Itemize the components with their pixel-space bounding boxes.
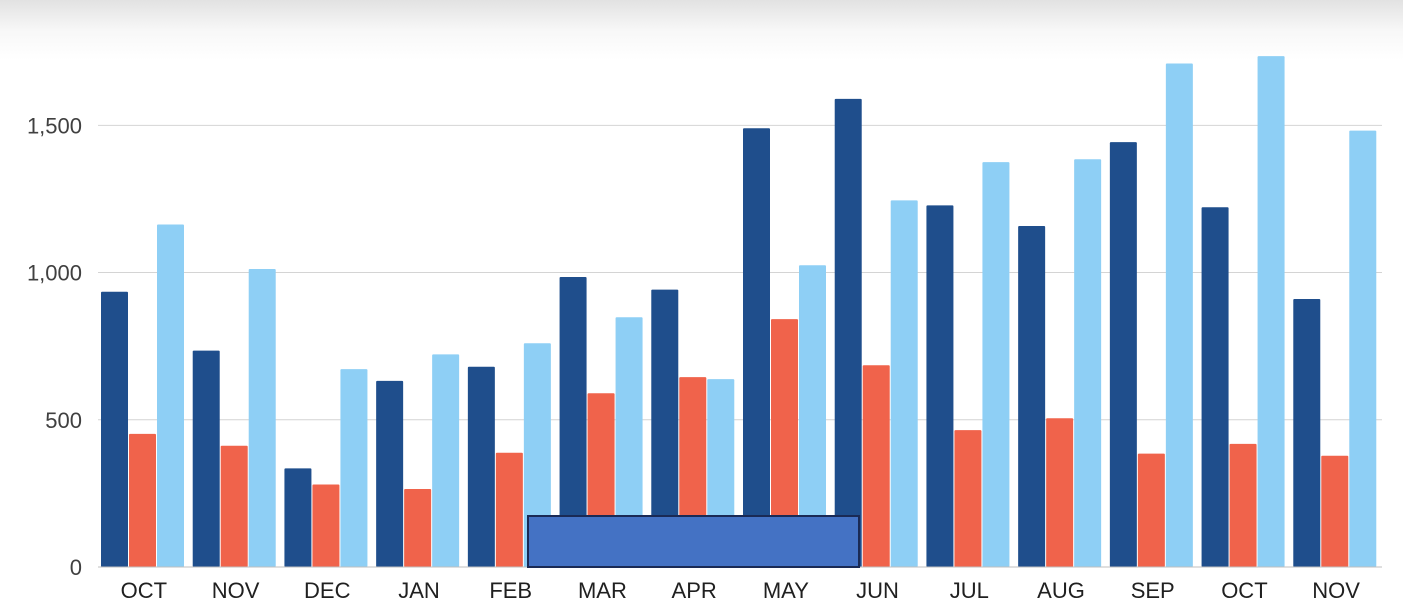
bar-series-2: [495, 452, 523, 567]
x-tick-label: OCT: [121, 578, 167, 603]
y-tick-label: 1,000: [27, 261, 82, 286]
x-tick-label: AUG: [1037, 578, 1085, 603]
bar-series-2: [1321, 455, 1349, 567]
x-tick-label: SEP: [1131, 578, 1175, 603]
x-tick-label: NOV: [1312, 578, 1360, 603]
bar-series-3: [1074, 159, 1102, 567]
bar-series-3: [432, 354, 460, 567]
x-tick-label: MAY: [763, 578, 809, 603]
bar-series-2: [220, 445, 248, 567]
y-axis-ticks: 0 500 1,000 1,500: [27, 113, 82, 580]
bar-series-3: [157, 224, 184, 568]
bar-series-3: [248, 269, 276, 567]
bars: [101, 56, 1377, 568]
bar-series-1: [1018, 226, 1046, 568]
bar-series-1: [376, 380, 404, 567]
bar-series-2: [312, 484, 340, 567]
bar-series-2: [1137, 453, 1165, 567]
bar-series-3: [615, 317, 643, 567]
y-tick-label: 0: [70, 555, 82, 580]
x-tick-label: NOV: [212, 578, 260, 603]
bar-series-1: [1293, 299, 1321, 567]
overlay-box: [527, 515, 860, 568]
bar-series-3: [1257, 56, 1285, 568]
bar-series-3: [523, 343, 551, 567]
bar-series-1: [559, 276, 587, 567]
bar-series-1: [743, 128, 770, 567]
y-tick-label: 1,500: [27, 113, 82, 138]
x-tick-label: JUL: [950, 578, 989, 603]
bar-series-2: [404, 488, 432, 567]
x-tick-label: OCT: [1221, 578, 1267, 603]
x-tick-label: JAN: [398, 578, 440, 603]
bar-series-1: [467, 366, 495, 567]
bar-series-1: [101, 291, 128, 567]
bar-series-1: [1109, 142, 1137, 567]
x-tick-label: JUN: [856, 578, 899, 603]
bar-series-2: [771, 319, 798, 567]
x-tick-label: DEC: [304, 578, 351, 603]
bar-series-3: [340, 369, 368, 567]
bar-series-3: [1349, 130, 1377, 567]
bar-series-2: [862, 365, 890, 567]
bar-series-3: [982, 162, 1010, 567]
x-tick-label: APR: [672, 578, 717, 603]
bar-series-3: [799, 265, 826, 567]
bar-series-2: [954, 430, 982, 567]
bar-series-2: [129, 433, 156, 567]
bar-series-1: [651, 289, 679, 567]
bar-series-1: [192, 350, 220, 567]
bar-series-2: [1046, 418, 1074, 567]
bar-series-1: [834, 98, 862, 567]
y-tick-label: 500: [45, 408, 82, 433]
x-tick-label: FEB: [489, 578, 532, 603]
bar-series-3: [1165, 63, 1193, 567]
x-tick-label: MAR: [578, 578, 627, 603]
bar-series-1: [1201, 207, 1229, 567]
bar-series-1: [926, 205, 954, 567]
bar-series-1: [284, 468, 312, 567]
x-axis-labels: OCT NOV DEC JAN FEB MAR APR MAY JUN JUL AUG SEP OCT N…: [121, 578, 1361, 603]
bar-series-3: [890, 200, 918, 567]
bar-series-2: [1229, 443, 1257, 567]
